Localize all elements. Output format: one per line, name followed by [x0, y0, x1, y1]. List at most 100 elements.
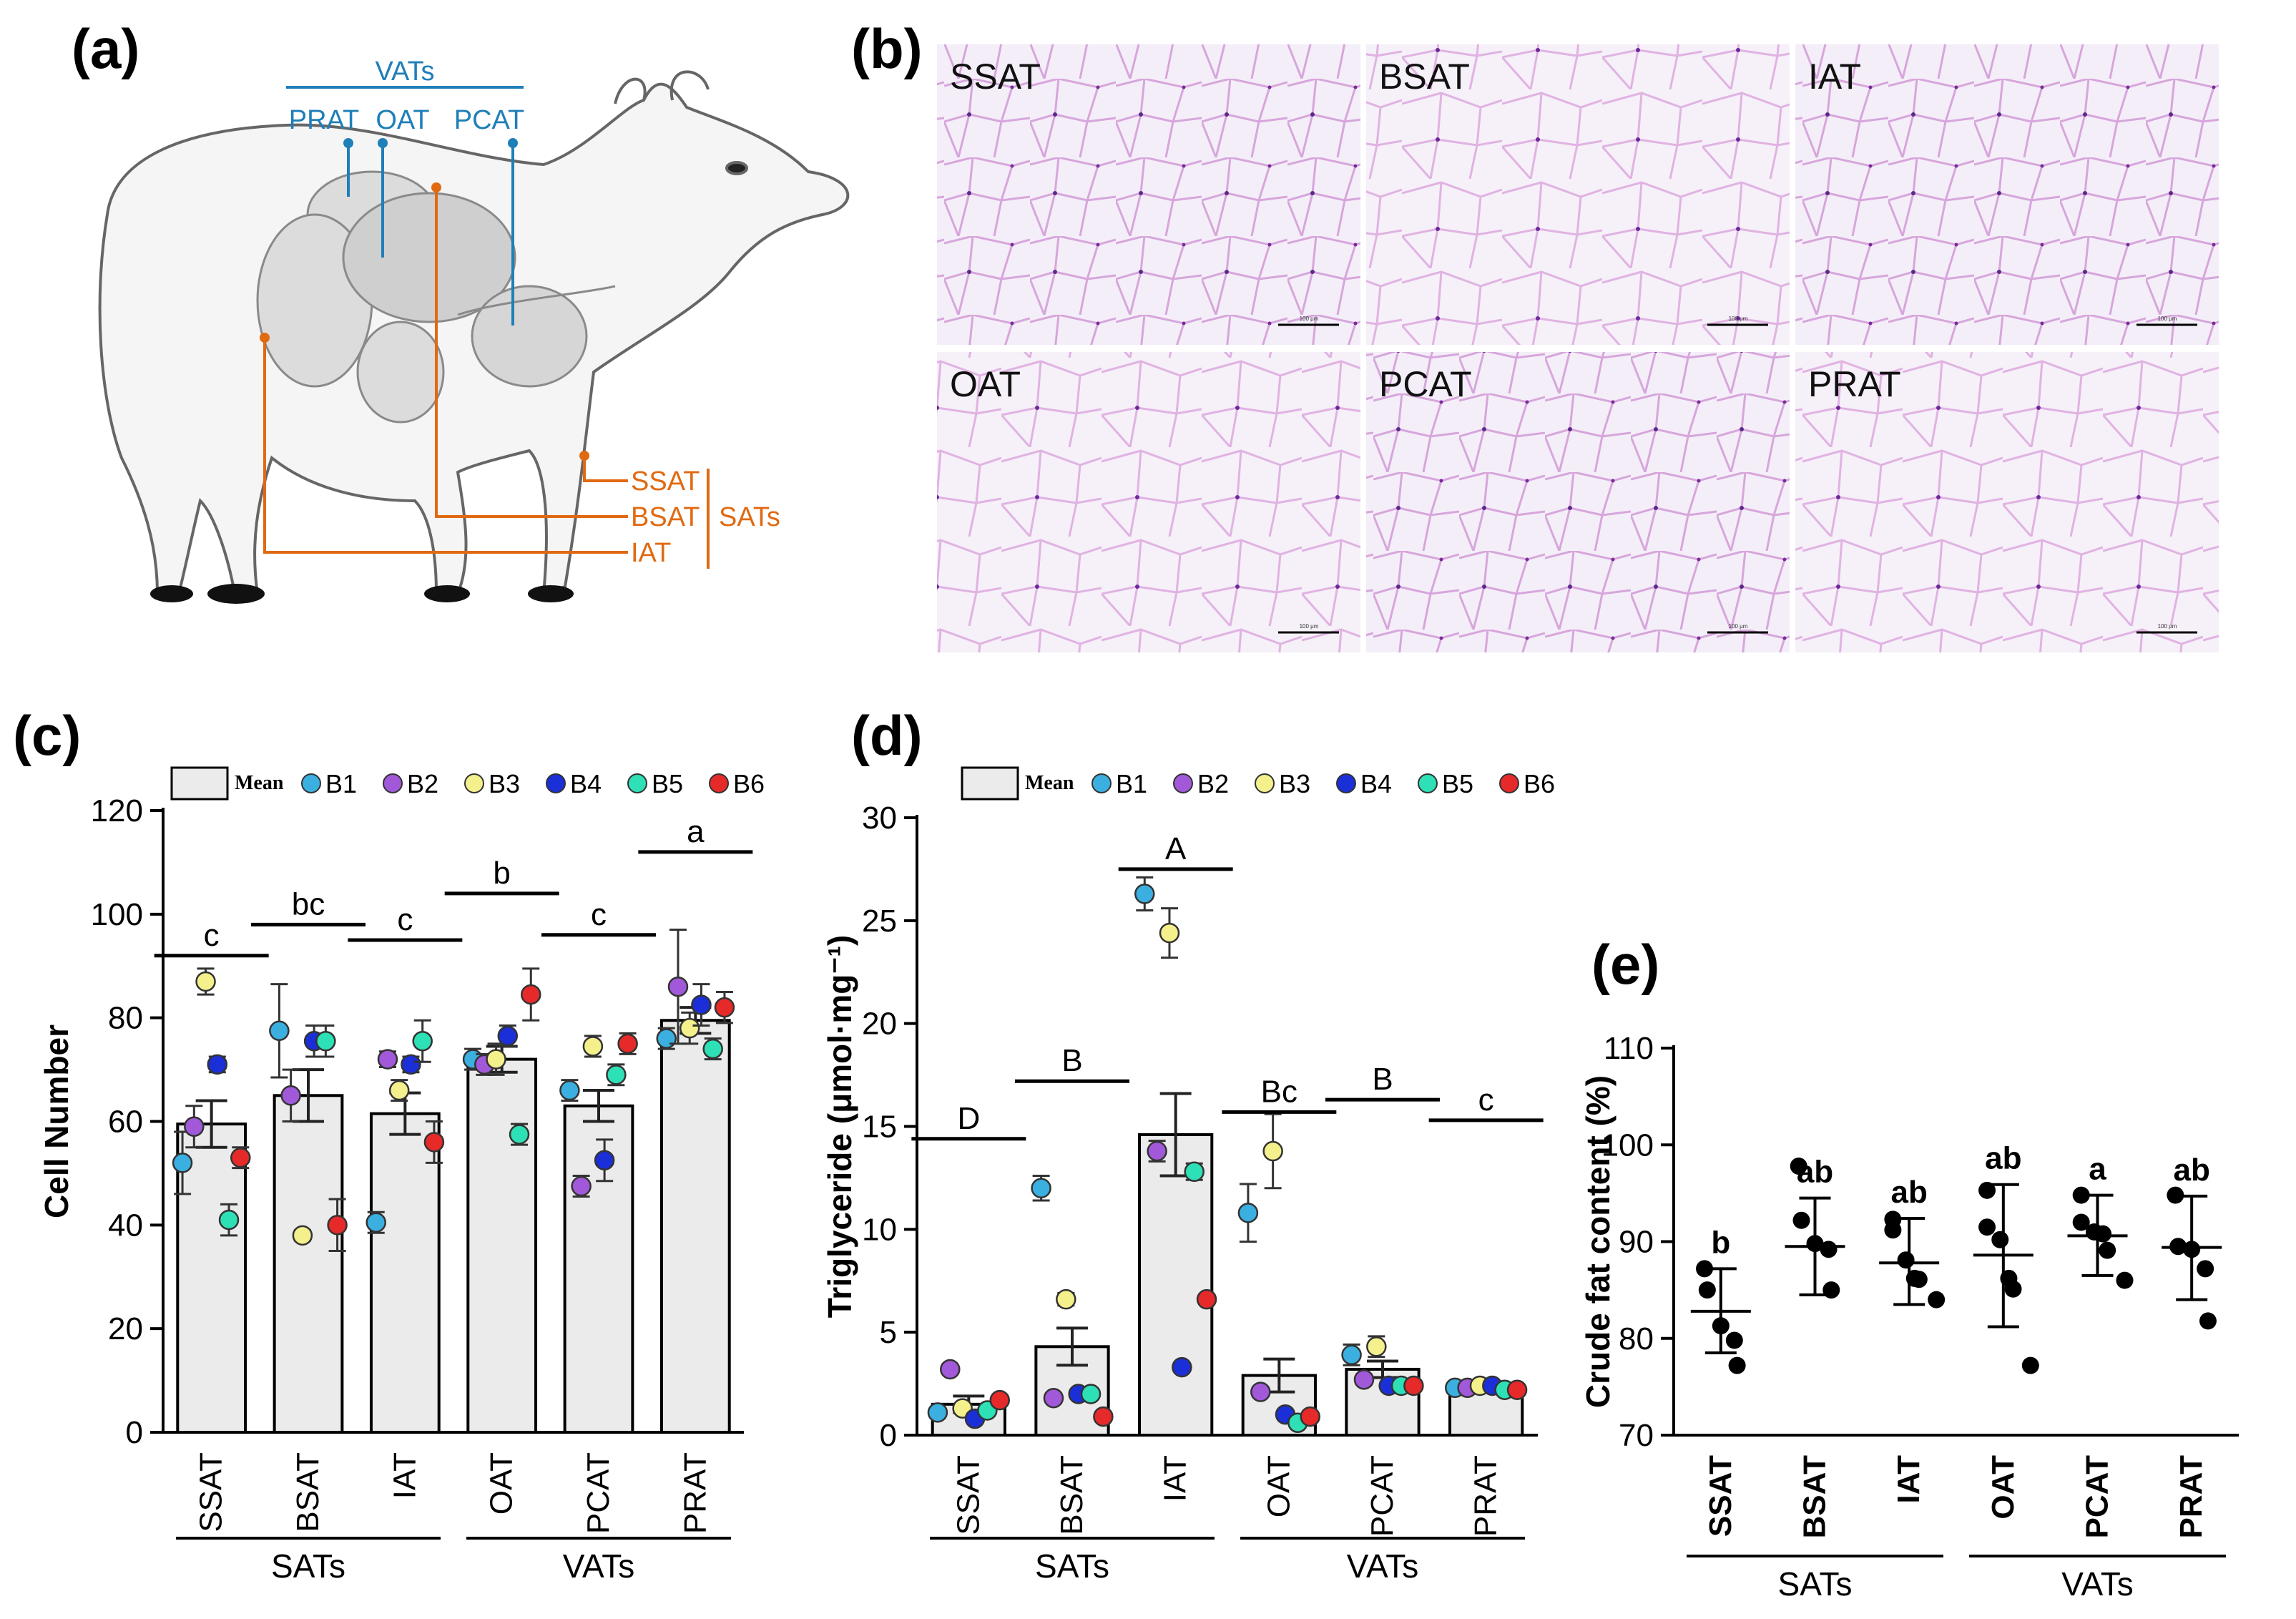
point-b1 — [559, 1080, 580, 1101]
legend-label-b6: B6 — [1524, 769, 1555, 798]
point-b6 — [714, 997, 735, 1018]
data-point — [1792, 1211, 1810, 1229]
point-b6 — [423, 1132, 445, 1153]
point-b3 — [1159, 922, 1180, 944]
chart-e: 70 80 90 100 110 b SSAT ab BSAT ab IAT ab OAT a PCAT ab… — [1579, 1031, 2239, 1603]
y-tick-label: 80 — [1619, 1321, 1654, 1356]
y-tick-label: 0 — [880, 1418, 897, 1453]
category-label: SSAT — [951, 1455, 986, 1535]
point-b6 — [521, 984, 541, 1005]
category-label: OAT — [484, 1452, 519, 1515]
data-point — [1696, 1260, 1714, 1278]
category-label: IAT — [1891, 1455, 1926, 1504]
legend-mean-swatch — [961, 766, 1019, 801]
histology-tile-prat: PRAT 100 μm — [1795, 352, 2219, 652]
point-b6 — [989, 1389, 1010, 1411]
panel-c: (c) Mean B1 B2 B3 B4 B5 B6 0 20 40 60 80 100 120 c SSA… — [13, 704, 765, 1585]
category-label: PCAT — [1365, 1455, 1400, 1537]
y-tick-label: 5 — [880, 1315, 897, 1350]
data-point — [2072, 1213, 2090, 1231]
legend-mean-label: Mean — [1025, 772, 1074, 794]
sats-label: SATs — [719, 502, 780, 532]
category-bsat: B BSAT — [1015, 1043, 1129, 1535]
y-tick-label: 100 — [91, 897, 143, 932]
significance-label: c — [1478, 1082, 1494, 1117]
legend-marker-b6 — [709, 773, 729, 793]
point-b1 — [1031, 1178, 1051, 1199]
group-label: SATs — [271, 1547, 345, 1585]
panel-label-b: (b) — [851, 17, 923, 80]
significance-label: b — [1711, 1225, 1730, 1260]
legend-marker-b4 — [546, 773, 566, 793]
category-label: IAT — [387, 1452, 422, 1499]
y-tick-label: 25 — [862, 904, 897, 939]
mean-bar — [466, 1057, 538, 1434]
scale-bar-label: 100 μm — [1729, 316, 1748, 322]
data-point — [1928, 1291, 1946, 1309]
data-point — [2197, 1260, 2214, 1278]
legend-label-b5: B5 — [652, 769, 683, 798]
category-prat: a PRAT — [638, 814, 753, 1534]
significance-label: bc — [292, 886, 325, 921]
category-label: OAT — [1261, 1455, 1296, 1517]
histology-image — [1366, 44, 1790, 345]
point-b6 — [1093, 1406, 1114, 1427]
legend-marker-b5 — [1418, 773, 1438, 793]
data-point — [1820, 1241, 1838, 1258]
category-label: OAT — [1986, 1455, 2021, 1520]
cow-organs — [256, 170, 616, 424]
group-label: VATs — [563, 1547, 635, 1585]
category-ssat: c SSAT — [154, 918, 269, 1532]
data-point — [1884, 1221, 1902, 1239]
data-point — [1910, 1271, 1928, 1288]
significance-label: B — [1372, 1062, 1393, 1097]
histology-label: PRAT — [1808, 364, 1901, 404]
y-tick-label: 20 — [862, 1007, 897, 1042]
histology-image — [937, 352, 1360, 652]
point-b1 — [366, 1212, 386, 1233]
legend-label-b6: B6 — [733, 769, 765, 798]
y-tick-label: 20 — [108, 1311, 143, 1346]
legend-label-b3: B3 — [489, 769, 520, 798]
significance-label: c — [397, 902, 413, 937]
legend-marker-b1 — [301, 773, 321, 793]
significance-label: b — [493, 856, 510, 891]
y-tick-label: 10 — [862, 1212, 897, 1247]
mean-bar — [273, 1094, 344, 1434]
point-b2 — [571, 1175, 592, 1197]
point-b3 — [1262, 1140, 1283, 1162]
category-pcat: c PCAT — [541, 897, 656, 1534]
iat-label: IAT — [631, 538, 671, 568]
point-b3 — [195, 971, 216, 992]
legend-marker-b3 — [464, 773, 484, 793]
y-axis-title: Triglyceride (μmol·mg⁻¹) — [821, 935, 858, 1319]
legend-d: Mean B1 B2 B3 B4 B5 B6 — [961, 766, 1555, 801]
data-point — [1728, 1356, 1746, 1374]
prat-label: PRAT — [289, 105, 360, 135]
legend-marker-b3 — [1255, 773, 1275, 793]
point-b3 — [679, 1017, 700, 1039]
point-b2 — [184, 1116, 205, 1137]
data-point — [1991, 1231, 2009, 1248]
pcat-label: PCAT — [454, 105, 525, 135]
y-axis-title: Cell Number — [38, 1024, 75, 1218]
category-label: SSAT — [194, 1452, 229, 1532]
category-oat: Bc OAT — [1222, 1074, 1337, 1517]
chart-d: 0 5 10 15 20 25 30 D SSAT B BSAT A IAT Bc OAT B PCAT c PRA… — [821, 801, 1544, 1585]
category-ssat: b SSAT — [1690, 1225, 1751, 1537]
point-b4 — [497, 1025, 519, 1047]
point-b5 — [606, 1065, 627, 1085]
point-b6 — [230, 1147, 251, 1168]
category-label: PRAT — [1468, 1455, 1503, 1537]
legend-label-b3: B3 — [1279, 769, 1310, 798]
category-label: PCAT — [581, 1452, 616, 1534]
histology-tile-ssat: SSAT 100 μm — [937, 44, 1360, 345]
category-label: SSAT — [1703, 1455, 1738, 1537]
histology-label: OAT — [950, 364, 1021, 404]
category-label: BSAT — [290, 1452, 325, 1532]
category-bsat: ab BSAT — [1785, 1155, 1845, 1539]
point-b4 — [1172, 1356, 1192, 1378]
panel-label-a: (a) — [72, 17, 139, 80]
